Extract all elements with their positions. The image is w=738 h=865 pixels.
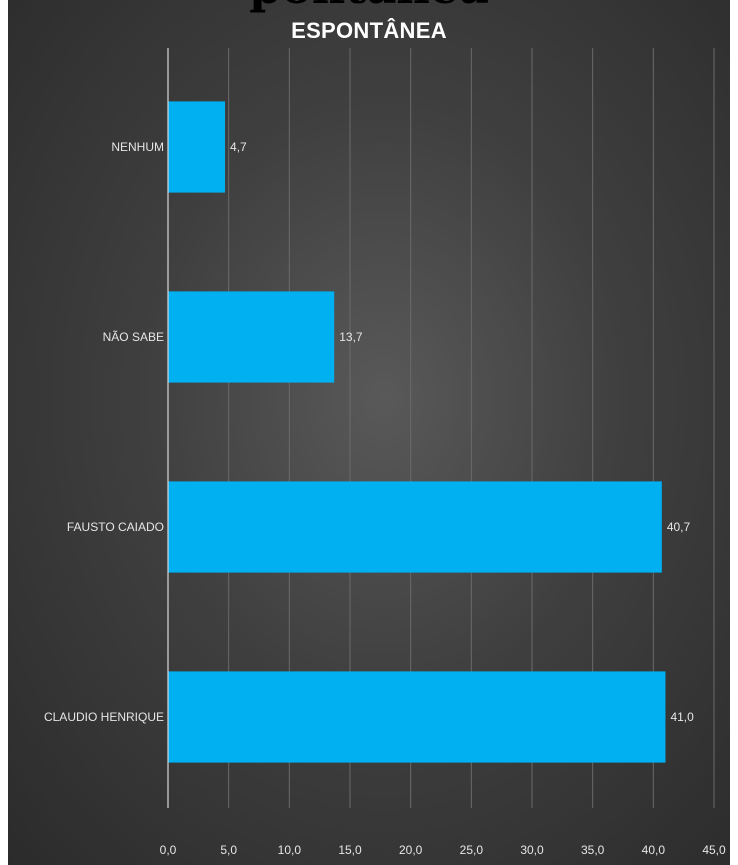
- bar: [168, 101, 226, 193]
- data-label: 4,7: [230, 140, 247, 154]
- data-label: 40,7: [667, 520, 691, 534]
- category-label: FAUSTO CAIADO: [67, 520, 164, 534]
- bar: [168, 481, 662, 573]
- x-tick-label: 0,0: [160, 843, 177, 857]
- x-tick-label: 5,0: [220, 843, 237, 857]
- labels: 0,0 5,0 10,0 15,0 20,0 25,0 30,0 35,0 40,0 45,0 NE…: [44, 140, 726, 857]
- x-tick-label: 40,0: [642, 843, 666, 857]
- data-label: 41,0: [670, 710, 694, 724]
- category-label: CLAUDIO HENRIQUE: [44, 710, 164, 724]
- x-tick-label: 10,0: [278, 843, 302, 857]
- x-tick-label: 45,0: [702, 843, 726, 857]
- category-label: NENHUM: [111, 140, 164, 154]
- x-tick-label: 25,0: [460, 843, 484, 857]
- x-tick-label: 30,0: [520, 843, 544, 857]
- x-tick-label: 35,0: [581, 843, 605, 857]
- clipped-heading-text: pontânea: [0, 0, 738, 10]
- bar-chart: 0,0 5,0 10,0 15,0 20,0 25,0 30,0 35,0 40,0 45,0 NE…: [44, 48, 726, 857]
- bar: [168, 671, 666, 763]
- x-tick-label: 15,0: [338, 843, 362, 857]
- bar: [168, 291, 335, 383]
- chart-area: ESPONTÂNEA 0,0 5,0 10,0 15,0 20,0 25,0 30,0 35,…: [8, 0, 730, 865]
- category-label: NÃO SABE: [103, 330, 164, 344]
- chart-title: ESPONTÂNEA: [291, 18, 447, 43]
- x-tick-label: 20,0: [399, 843, 423, 857]
- bars: [168, 101, 666, 763]
- data-label: 13,7: [339, 330, 363, 344]
